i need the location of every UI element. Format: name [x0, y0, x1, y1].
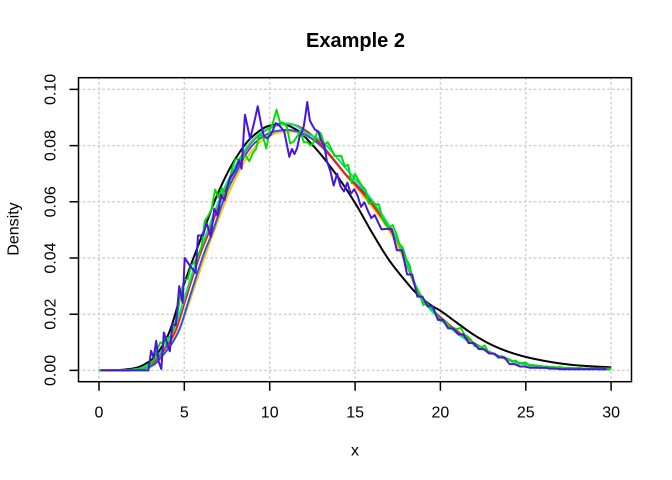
- svg-text:25: 25: [517, 404, 535, 421]
- svg-text:0: 0: [95, 404, 104, 421]
- svg-text:15: 15: [346, 404, 364, 421]
- svg-text:x: x: [351, 443, 359, 460]
- svg-text:0.00: 0.00: [43, 355, 60, 386]
- svg-text:Density: Density: [5, 202, 22, 255]
- svg-text:0.06: 0.06: [43, 186, 60, 217]
- svg-text:30: 30: [602, 404, 620, 421]
- svg-text:10: 10: [261, 404, 279, 421]
- svg-text:0.04: 0.04: [43, 242, 60, 273]
- svg-text:0.10: 0.10: [43, 74, 60, 105]
- svg-text:5: 5: [180, 404, 189, 421]
- svg-text:0.02: 0.02: [43, 299, 60, 330]
- svg-text:0.08: 0.08: [43, 130, 60, 161]
- svg-text:20: 20: [432, 404, 450, 421]
- svg-text:Example 2: Example 2: [306, 30, 405, 52]
